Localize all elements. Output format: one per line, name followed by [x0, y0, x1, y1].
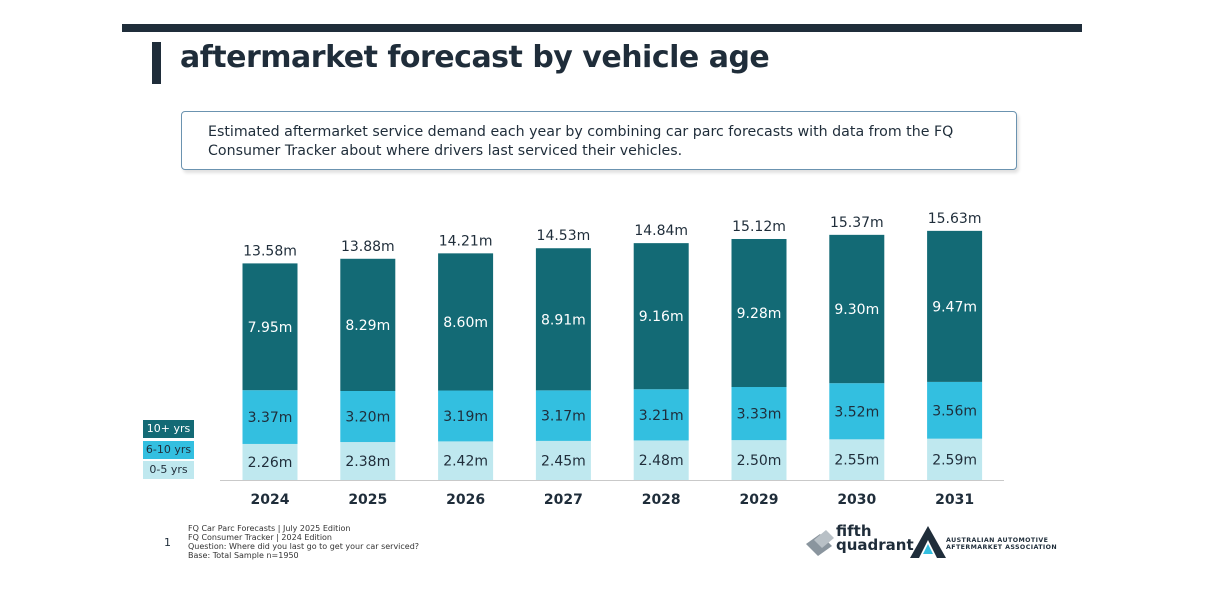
bar-segment-10-yrs [535, 248, 591, 391]
x-tick-label: 2026 [446, 492, 485, 508]
bar-segment-label: 2.55m [834, 453, 879, 469]
page-title: aftermarket forecast by vehicle age [180, 40, 770, 75]
fifth-quadrant-logo-mark [806, 530, 834, 556]
bar-segment-10-yrs [927, 230, 983, 382]
bar-segment-0-5-yrs [438, 441, 494, 480]
bar-segment-0-5-yrs [535, 440, 591, 480]
bar-segment-6-10-yrs [242, 390, 298, 444]
footnote-line: Question: Where did you last go to get y… [188, 542, 420, 551]
fifth-quadrant-logo-line2: quadrant [836, 536, 914, 554]
aaaa-logo-line2: AFTERMARKET ASSOCIATION [946, 544, 1058, 551]
bar-segment-label: 3.17m [541, 409, 586, 425]
bar-segment-10-yrs [731, 238, 787, 388]
footnotes: FQ Car Parc Forecasts | July 2025 Editio… [188, 524, 419, 560]
bar-segment-label: 9.30m [834, 302, 879, 318]
legend-10plus: 10+ yrs [143, 420, 194, 438]
aaaa-logo-mark [910, 526, 946, 558]
x-tick-label: 2024 [251, 492, 290, 508]
x-tick-label: 2027 [544, 492, 583, 508]
x-tick-label: 2029 [740, 492, 779, 508]
bar-segment-0-5-yrs [731, 440, 787, 480]
bar-segment-label: 2.48m [639, 453, 684, 469]
bar-segment-label: 3.21m [639, 408, 684, 424]
bar-total-label: 15.37m [830, 215, 884, 231]
x-tick-label: 2025 [348, 492, 387, 508]
bar-segment-label: 2.50m [737, 453, 782, 469]
legend-0-5: 0-5 yrs [143, 461, 194, 479]
bar-segment-label: 3.19m [443, 409, 488, 425]
x-tick-label: 2028 [642, 492, 681, 508]
bar-segment-label: 8.29m [345, 318, 390, 334]
bar-segment-0-5-yrs [829, 439, 885, 480]
top-rule [122, 24, 1082, 32]
x-tick-label: 2031 [935, 492, 974, 508]
bar-segment-6-10-yrs [633, 389, 689, 441]
aaaa-logo-text: AUSTRALIAN AUTOMOTIVE AFTERMARKET ASSOCI… [946, 537, 1057, 551]
bar-segment-6-10-yrs [438, 390, 494, 442]
title-accent-bar [152, 42, 161, 84]
bar-total-label: 13.88m [341, 239, 395, 255]
bar-segment-label: 9.16m [639, 309, 684, 325]
footnote-line: FQ Consumer Tracker | 2024 Edition [188, 533, 332, 542]
bar-segment-0-5-yrs [927, 438, 983, 480]
bar-total-label: 14.21m [439, 233, 493, 249]
bar-segment-label: 3.37m [248, 410, 293, 426]
bar-segment-6-10-yrs [927, 381, 983, 439]
bar-total-label: 13.58m [243, 243, 297, 259]
bar-segment-0-5-yrs [242, 443, 298, 480]
bar-segment-6-10-yrs [829, 383, 885, 440]
aaaa-logo-line1: AUSTRALIAN AUTOMOTIVE [946, 537, 1049, 544]
x-tick-label: 2030 [837, 492, 876, 508]
bar-total-label: 14.84m [634, 223, 688, 239]
bar-total-label: 15.12m [732, 219, 786, 235]
bar-segment-6-10-yrs [340, 390, 396, 443]
footnote-line: Base: Total Sample n=1950 [188, 551, 299, 560]
bar-segment-label: 9.28m [737, 306, 782, 322]
bar-segment-label: 3.52m [834, 404, 879, 420]
bar-segment-10-yrs [633, 243, 689, 390]
bar-segment-6-10-yrs [535, 390, 591, 441]
bar-segment-10-yrs [242, 263, 298, 391]
legend-6-10: 6-10 yrs [143, 441, 194, 459]
bar-segment-label: 8.60m [443, 315, 488, 331]
bar-segment-label: 3.56m [932, 403, 977, 419]
bar-segment-label: 2.45m [541, 453, 586, 469]
bar-segment-label: 2.26m [248, 455, 293, 471]
description-box: Estimated aftermarket service demand eac… [181, 111, 1017, 170]
bar-segment-10-yrs [340, 258, 396, 391]
bar-segment-label: 2.59m [932, 452, 977, 468]
bar-total-label: 14.53m [537, 228, 591, 244]
bar-segment-label: 8.91m [541, 312, 586, 328]
bar-segment-label: 7.95m [248, 320, 293, 336]
fifth-quadrant-logo-text: fifth quadrant [836, 522, 914, 554]
bar-segment-label: 2.38m [345, 454, 390, 470]
bar-segment-0-5-yrs [633, 440, 689, 480]
bar-segment-label: 9.47m [932, 299, 977, 315]
page-number: 1 [164, 536, 171, 549]
bar-segment-0-5-yrs [340, 442, 396, 480]
bar-segment-label: 3.20m [345, 410, 390, 426]
bar-segment-label: 3.33m [737, 407, 782, 423]
bar-segment-10-yrs [438, 253, 494, 391]
description-text: Estimated aftermarket service demand eac… [208, 124, 954, 159]
bar-total-label: 15.63m [928, 211, 982, 227]
bar-segment-10-yrs [829, 234, 885, 384]
footnote-line: FQ Car Parc Forecasts | July 2025 Editio… [188, 524, 351, 533]
bar-segment-6-10-yrs [731, 387, 787, 441]
bar-segment-label: 2.42m [443, 454, 488, 470]
fifth-quadrant-logo-line1: fifth [836, 522, 872, 540]
